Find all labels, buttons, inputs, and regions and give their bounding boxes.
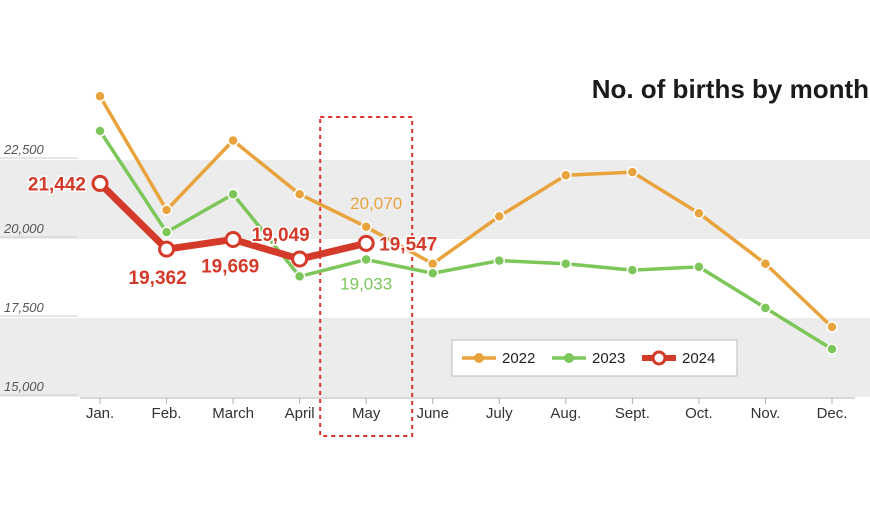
y-tick-label: 22,500 xyxy=(3,142,45,157)
legend-label: 2022 xyxy=(502,350,535,367)
series-2024 xyxy=(91,174,375,268)
series-2023-point xyxy=(626,264,639,276)
x-tick-label: Sept. xyxy=(615,405,650,422)
series-2023-point xyxy=(493,254,506,267)
y-tick-label: 15,000 xyxy=(4,379,45,394)
x-tick-label: Dec. xyxy=(817,405,848,422)
legend-label: 2023 xyxy=(592,350,625,367)
x-tick-label: Feb. xyxy=(152,405,182,422)
series-2023-point xyxy=(293,270,306,283)
series-2022 xyxy=(94,90,838,333)
series-2022-point xyxy=(493,210,506,223)
legend-item-2024: 2024 xyxy=(642,350,715,367)
chart-title: No. of births by month xyxy=(592,74,869,104)
legend-label: 2024 xyxy=(682,350,715,367)
x-tick-label: March xyxy=(212,405,254,422)
x-axis-ticks: Jan. Feb. March April May June July Aug. Sept. Oc… xyxy=(86,398,848,422)
series-2023-line xyxy=(98,129,834,351)
x-tick-label: Nov. xyxy=(751,405,781,422)
x-tick-label: April xyxy=(285,405,315,422)
series-2024-point xyxy=(357,234,375,252)
series-2022-point xyxy=(94,90,106,103)
series-2024-point xyxy=(291,250,309,268)
series-2022-point xyxy=(693,207,705,219)
y-tick-label: 17,500 xyxy=(4,300,45,315)
data-label-2024: 19,362 xyxy=(129,268,187,289)
data-label-2022: 20,070 xyxy=(350,194,402,213)
band-upper xyxy=(0,160,870,239)
series-2023-point xyxy=(160,226,173,238)
series-2023-point xyxy=(560,258,572,270)
series-2023-point xyxy=(693,261,705,273)
series-2023-point xyxy=(227,188,239,200)
x-tick-label: Aug. xyxy=(550,405,581,422)
series-2022-point xyxy=(626,166,639,178)
series-2023-point xyxy=(826,343,838,355)
legend-swatch-marker xyxy=(474,353,484,363)
series-2022-line xyxy=(98,94,834,329)
series-2023 xyxy=(94,125,838,355)
x-tick-label: Jan. xyxy=(86,405,114,422)
x-tick-label: May xyxy=(352,405,381,422)
series-2022-point xyxy=(560,169,572,182)
legend-swatch-marker xyxy=(564,353,574,363)
x-tick-label: Oct. xyxy=(685,405,713,422)
data-label-2024: 19,547 xyxy=(379,234,437,255)
series-2022-point xyxy=(293,188,306,200)
series-layer xyxy=(91,90,838,355)
series-2024-point xyxy=(158,240,176,258)
data-label-2024: 21,442 xyxy=(28,174,86,195)
series-2023-point xyxy=(426,267,439,279)
data-labels: 21,442 19,362 19,669 19,049 19,547 20,070 19,0… xyxy=(26,173,438,294)
legend: 2022 2023 2024 xyxy=(451,339,738,377)
data-label-2024: 19,669 xyxy=(201,256,259,277)
series-2022-point xyxy=(227,134,239,147)
may-highlight-box xyxy=(319,116,414,437)
series-2024-point xyxy=(91,174,109,192)
legend-swatch-marker xyxy=(651,350,667,366)
y-axis-ticks: 22,500 20,000 17,500 15,000 xyxy=(0,142,78,396)
series-2022-point xyxy=(826,321,838,333)
series-2022-point xyxy=(360,221,372,233)
legend-item-2023: 2023 xyxy=(552,350,625,367)
data-label-2023: 19,033 xyxy=(340,275,392,294)
series-2022-point xyxy=(160,204,173,216)
legend-item-2022: 2022 xyxy=(462,350,535,367)
series-2023-point xyxy=(94,125,106,137)
series-2024-point xyxy=(224,230,242,248)
legend-box xyxy=(451,339,738,377)
series-2022-point xyxy=(759,258,772,270)
series-2023-point xyxy=(759,302,772,314)
data-label-2024: 19,049 xyxy=(252,225,310,246)
series-2022-point xyxy=(426,258,439,270)
x-tick-label: July xyxy=(486,405,513,422)
band-lower xyxy=(0,318,870,397)
x-tick-label: June xyxy=(416,405,449,422)
series-2023-point xyxy=(360,253,372,266)
y-tick-label: 20,000 xyxy=(3,221,45,236)
